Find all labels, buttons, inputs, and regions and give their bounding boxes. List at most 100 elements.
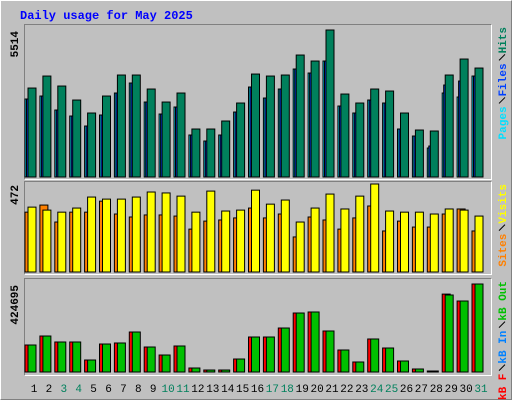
x-tick-label: 4 xyxy=(75,384,82,396)
bar xyxy=(429,213,439,273)
bar xyxy=(27,344,37,373)
bar xyxy=(340,349,350,373)
x-tick-label: 27 xyxy=(415,384,428,396)
x-tick-label: 10 xyxy=(161,384,174,396)
bar xyxy=(295,312,305,373)
bar xyxy=(102,198,111,273)
bar xyxy=(87,112,97,178)
bar xyxy=(414,368,424,373)
bar xyxy=(325,193,335,273)
bar xyxy=(27,87,37,178)
x-tick-label: 5 xyxy=(90,384,97,396)
bar xyxy=(131,331,141,373)
x-tick-label: 24 xyxy=(370,384,384,396)
bar xyxy=(146,346,156,373)
bar xyxy=(459,300,469,373)
bar xyxy=(429,370,439,373)
bar xyxy=(265,203,275,273)
x-tick-label: 29 xyxy=(445,384,458,396)
bar xyxy=(251,336,260,373)
y-tick-label: 5514 xyxy=(10,31,22,58)
bar xyxy=(355,361,365,373)
x-tick-label: 22 xyxy=(340,384,353,396)
legend-entry: Pages xyxy=(498,106,510,139)
bar xyxy=(236,358,246,373)
bar xyxy=(251,73,260,178)
legend-separator xyxy=(498,97,506,104)
bar xyxy=(57,211,67,273)
legend-entry: Files xyxy=(498,63,510,96)
x-tick-label: 28 xyxy=(430,384,443,396)
x-tick-label: 12 xyxy=(191,384,204,396)
bar xyxy=(57,85,67,178)
bar xyxy=(280,199,290,273)
legend-separator xyxy=(498,224,506,231)
panel-highlight xyxy=(24,24,492,180)
x-tick-label: 20 xyxy=(310,384,323,396)
bar xyxy=(310,207,320,273)
bar xyxy=(72,341,82,373)
bar xyxy=(72,99,82,178)
x-tick-label: 6 xyxy=(105,384,112,396)
bar xyxy=(295,54,305,178)
x-tick-label: 1 xyxy=(31,384,38,396)
bar xyxy=(385,90,395,178)
bar xyxy=(42,209,52,273)
x-tick-label: 19 xyxy=(296,384,309,396)
x-tick-label: 25 xyxy=(385,384,398,396)
bar xyxy=(265,75,275,178)
bar xyxy=(221,120,231,178)
legend-entry: Visits xyxy=(498,184,510,224)
x-tick-label: 31 xyxy=(474,384,488,396)
bar xyxy=(191,128,201,178)
bar xyxy=(370,88,380,178)
x-tick-label: 17 xyxy=(266,384,279,396)
bar xyxy=(385,347,395,373)
bar xyxy=(102,343,111,373)
bar xyxy=(191,211,201,273)
bar xyxy=(87,196,97,273)
bar xyxy=(400,360,409,373)
bar xyxy=(459,209,469,273)
bar xyxy=(42,335,52,373)
x-tick-label: 16 xyxy=(251,384,264,396)
bar xyxy=(57,341,67,373)
bar xyxy=(221,369,231,373)
bar xyxy=(27,206,37,273)
bar xyxy=(385,210,395,273)
bar xyxy=(370,338,380,373)
bar xyxy=(72,207,82,273)
x-tick-label: 7 xyxy=(120,384,127,396)
x-tick-label: 2 xyxy=(46,384,53,396)
bar xyxy=(474,67,484,178)
bar xyxy=(161,354,171,373)
x-tick-label: 18 xyxy=(281,384,294,396)
bar xyxy=(146,88,156,178)
bar xyxy=(265,336,275,373)
bar xyxy=(161,192,171,273)
bar xyxy=(176,195,186,273)
bar xyxy=(176,345,186,373)
legend-entry: Hits xyxy=(498,27,510,53)
panel-highlight xyxy=(24,278,492,376)
legend-separator xyxy=(498,321,506,328)
bar xyxy=(161,101,171,178)
bar xyxy=(146,191,156,273)
bar xyxy=(116,74,126,178)
x-tick-label: 11 xyxy=(176,384,190,396)
bar xyxy=(474,215,484,273)
bar xyxy=(131,196,141,273)
x-tick-label: 30 xyxy=(459,384,472,396)
bar xyxy=(444,208,454,273)
x-tick-label: 13 xyxy=(206,384,219,396)
bar xyxy=(310,60,320,178)
bar xyxy=(116,198,126,273)
bar xyxy=(116,342,126,373)
x-tick-label: 8 xyxy=(135,384,142,396)
bar xyxy=(340,208,350,273)
bar xyxy=(310,311,320,373)
bar xyxy=(206,190,216,273)
bar xyxy=(191,367,201,373)
bar xyxy=(42,75,52,178)
